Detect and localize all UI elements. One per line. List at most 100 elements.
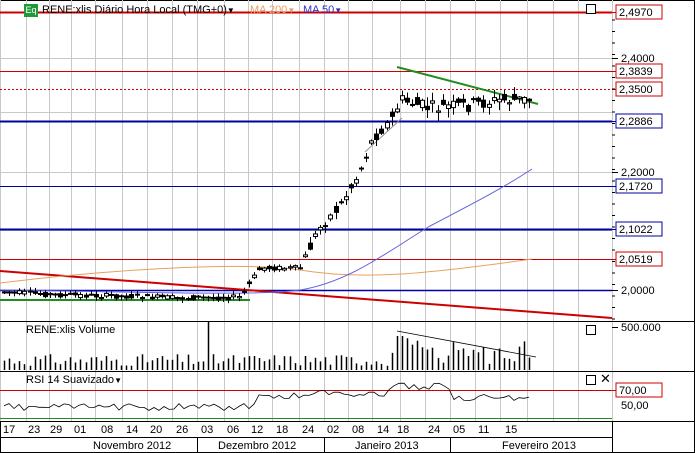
candle-body bbox=[277, 265, 282, 271]
candle bbox=[140, 295, 145, 303]
candle-body bbox=[68, 292, 73, 295]
candle bbox=[390, 108, 395, 126]
volume-title: RENE:xlis Volume bbox=[26, 324, 116, 336]
price-label: 2,1720 bbox=[619, 181, 653, 193]
candle bbox=[262, 266, 267, 273]
candle bbox=[446, 101, 451, 118]
candle-body bbox=[180, 297, 185, 300]
maximize-icon[interactable] bbox=[586, 375, 596, 385]
candle-body bbox=[145, 294, 150, 297]
candle bbox=[99, 294, 104, 301]
candle-body bbox=[492, 97, 497, 102]
symbol-label[interactable]: RENE:xlis Diário Hora Local (TMG+0)▼ bbox=[42, 4, 235, 16]
candle bbox=[461, 94, 466, 108]
candle bbox=[410, 99, 415, 108]
candle-body bbox=[221, 296, 226, 299]
x-axis-day-label: 29 bbox=[50, 424, 62, 436]
candle-body bbox=[73, 292, 78, 296]
candle-body bbox=[344, 196, 349, 201]
candle-body bbox=[487, 103, 492, 108]
candle bbox=[12, 290, 17, 297]
candle bbox=[349, 182, 354, 194]
candle-body bbox=[364, 156, 369, 159]
candle-body bbox=[476, 97, 481, 102]
candle-body bbox=[58, 293, 63, 298]
candle-body bbox=[119, 295, 124, 298]
candle bbox=[175, 296, 180, 302]
candle bbox=[237, 293, 242, 302]
close-icon[interactable]: ✕ bbox=[600, 371, 611, 386]
dropdown-arrow-icon[interactable]: ▼ bbox=[334, 6, 343, 15]
candle-body bbox=[502, 93, 507, 101]
candle-body bbox=[124, 295, 129, 299]
candle-body bbox=[2, 291, 7, 294]
candle-body bbox=[339, 201, 344, 204]
candle-body bbox=[211, 296, 216, 299]
dropdown-arrow-icon[interactable]: ▼ bbox=[114, 376, 122, 385]
candle-body bbox=[247, 281, 252, 285]
candle bbox=[466, 103, 471, 116]
x-axis-month-label: Novembro 2012 bbox=[93, 440, 171, 452]
candle bbox=[395, 103, 400, 114]
candle bbox=[165, 294, 170, 301]
dropdown-arrow-icon[interactable]: ▼ bbox=[226, 6, 235, 15]
maximize-icon[interactable] bbox=[586, 4, 596, 14]
x-axis-day-label: 24 bbox=[302, 424, 314, 436]
candle bbox=[282, 267, 287, 272]
candle-body bbox=[328, 214, 333, 220]
candle-body bbox=[390, 111, 395, 117]
candle-body bbox=[38, 293, 43, 296]
x-axis-day-label: 06 bbox=[227, 424, 239, 436]
candle-body bbox=[22, 290, 27, 295]
x-axis-month-label: Dezembro 2012 bbox=[218, 440, 296, 452]
candle bbox=[441, 94, 446, 106]
rsi-title[interactable]: RSI 14 Suavizado▼ bbox=[26, 374, 122, 386]
candle-body bbox=[425, 105, 430, 111]
x-axis-day-label: 12 bbox=[251, 424, 263, 436]
candle-body bbox=[104, 292, 109, 297]
candle bbox=[415, 92, 420, 106]
candle bbox=[298, 264, 303, 270]
candle bbox=[288, 264, 293, 271]
axis-tick-label: 2,4000 bbox=[621, 53, 655, 65]
candle bbox=[487, 100, 492, 115]
x-axis-day-label: 17 bbox=[3, 424, 15, 436]
candle-body bbox=[267, 265, 272, 270]
candle bbox=[196, 295, 201, 300]
symbol-badge[interactable]: Eq bbox=[24, 4, 38, 17]
candle-body bbox=[303, 254, 308, 258]
candle bbox=[17, 288, 22, 296]
candle bbox=[252, 272, 257, 280]
price-label-box bbox=[615, 81, 663, 97]
candle bbox=[43, 290, 48, 299]
candle-body bbox=[441, 99, 446, 105]
price-label-box bbox=[615, 113, 663, 129]
dropdown-arrow-icon[interactable]: ▼ bbox=[287, 6, 296, 15]
candle bbox=[313, 230, 318, 239]
candle bbox=[221, 293, 226, 303]
candle bbox=[38, 290, 43, 297]
candle-body bbox=[63, 294, 68, 297]
ma50-legend[interactable]: MA 50▼ bbox=[303, 4, 342, 16]
candle bbox=[293, 264, 298, 271]
candle bbox=[191, 294, 196, 301]
candle-body bbox=[170, 295, 175, 299]
candle bbox=[63, 291, 68, 299]
price-label-box bbox=[615, 178, 663, 194]
x-axis-day-label: 11 bbox=[478, 424, 489, 436]
candle bbox=[211, 293, 216, 302]
trendline-grey bbox=[364, 117, 403, 153]
price-label: 2,1022 bbox=[619, 224, 653, 236]
candle bbox=[114, 293, 119, 301]
rsi-line bbox=[0, 382, 612, 419]
maximize-icon[interactable] bbox=[586, 325, 596, 335]
ma200-legend[interactable]: MA 200▼ bbox=[250, 4, 295, 16]
candle bbox=[145, 293, 150, 297]
candle bbox=[328, 213, 333, 222]
candle-body bbox=[374, 133, 379, 140]
candle bbox=[231, 291, 236, 300]
candle bbox=[186, 296, 191, 302]
candle-body bbox=[446, 104, 451, 109]
rsi-series bbox=[3, 382, 530, 411]
